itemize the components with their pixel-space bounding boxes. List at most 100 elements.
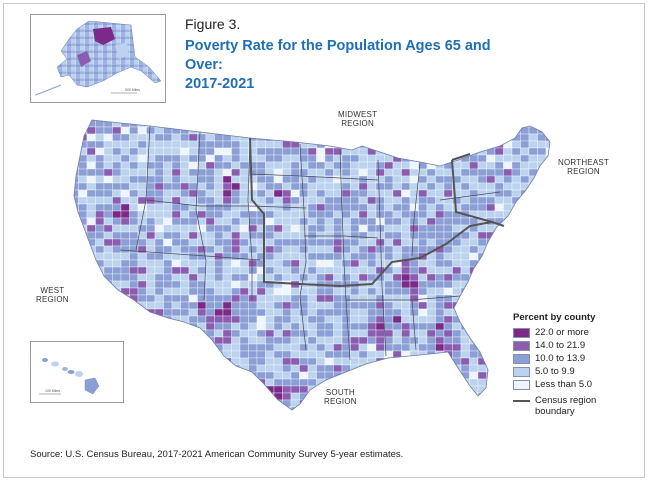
county-tile [350, 350, 360, 359]
county-tile [494, 245, 504, 254]
county-tile [367, 378, 377, 387]
county-tile [469, 378, 479, 387]
county-tile [103, 189, 113, 198]
county-tile [146, 252, 156, 261]
county-tile [299, 406, 309, 410]
county-tile [358, 203, 368, 212]
county-tile [248, 343, 258, 352]
county-tile [503, 301, 513, 310]
county-tile [120, 203, 130, 212]
county-tile [426, 126, 436, 135]
county-tile [503, 210, 513, 219]
county-tile [316, 126, 326, 135]
county-tile [460, 364, 470, 373]
county-tile [460, 231, 470, 240]
county-tile [358, 294, 368, 303]
county-tile [409, 385, 419, 394]
county-tile [112, 140, 122, 149]
county-tile [401, 140, 411, 149]
county-tile [86, 343, 96, 352]
county-tile [180, 322, 190, 331]
county-tile [74, 308, 79, 317]
county-tile [477, 280, 487, 289]
county-tile [171, 161, 181, 170]
county-tile [545, 210, 550, 219]
county-tile [112, 133, 122, 142]
county-tile [205, 406, 215, 410]
county-tile [528, 196, 538, 205]
county-tile [95, 154, 105, 163]
county-tile [273, 294, 283, 303]
county-tile [436, 414, 445, 421]
county-tile [333, 350, 343, 359]
county-tile [214, 399, 224, 408]
county-tile [74, 133, 79, 142]
county-tile [392, 378, 402, 387]
county-tile [197, 350, 207, 359]
county-tile [537, 266, 547, 275]
county-tile [154, 280, 164, 289]
county-tile [452, 224, 462, 233]
county-tile [112, 217, 122, 226]
county-tile [375, 133, 385, 142]
county-tile [273, 182, 283, 191]
county-tile [384, 140, 394, 149]
county-tile [409, 203, 419, 212]
county-tile [180, 343, 190, 352]
county-tile [367, 140, 377, 149]
county-tile [341, 273, 351, 282]
county-tile [494, 259, 504, 268]
county-tile [290, 357, 300, 366]
county-tile [375, 175, 385, 184]
county-tile [205, 147, 215, 156]
county-tile [215, 414, 224, 421]
county-tile [299, 133, 309, 142]
county-tile [78, 266, 88, 275]
county-tile [426, 329, 436, 338]
county-tile [163, 343, 173, 352]
county-tile [316, 231, 326, 240]
county-tile [120, 217, 130, 226]
county-tile [333, 329, 343, 338]
county-tile [401, 371, 411, 380]
county-tile [418, 120, 428, 128]
county-tile [290, 392, 300, 401]
county-tile [341, 175, 351, 184]
county-tile [452, 120, 462, 128]
county-tile [180, 287, 190, 296]
legend-swatch [513, 327, 530, 338]
county-tile [154, 378, 164, 387]
county-tile [171, 357, 181, 366]
county-tile [324, 301, 334, 310]
county-tile [290, 252, 300, 261]
county-tile [537, 238, 547, 247]
county-tile [282, 154, 292, 163]
county-tile [511, 224, 521, 233]
county-tile [375, 406, 385, 410]
county-tile [154, 294, 164, 303]
county-tile [299, 343, 309, 352]
county-tile [137, 322, 147, 331]
county-tile [163, 301, 173, 310]
county-tile [392, 329, 402, 338]
county-tile [78, 203, 88, 212]
county-tile [409, 308, 419, 317]
county-tile [214, 133, 224, 142]
county-tile [282, 140, 292, 149]
county-tile [307, 196, 317, 205]
county-tile [248, 378, 258, 387]
county-tile [393, 414, 402, 421]
county-tile [341, 161, 351, 170]
county-tile [290, 336, 300, 345]
county-tile [350, 196, 360, 205]
county-tile [477, 266, 487, 275]
county-tile [520, 217, 530, 226]
county-tile [197, 196, 207, 205]
county-tile [503, 189, 513, 198]
county-tile [384, 336, 394, 345]
county-tile [307, 315, 317, 324]
county-tile [222, 154, 232, 163]
county-tile [308, 414, 317, 421]
county-tile [555, 204, 564, 211]
legend-swatch [513, 340, 530, 351]
